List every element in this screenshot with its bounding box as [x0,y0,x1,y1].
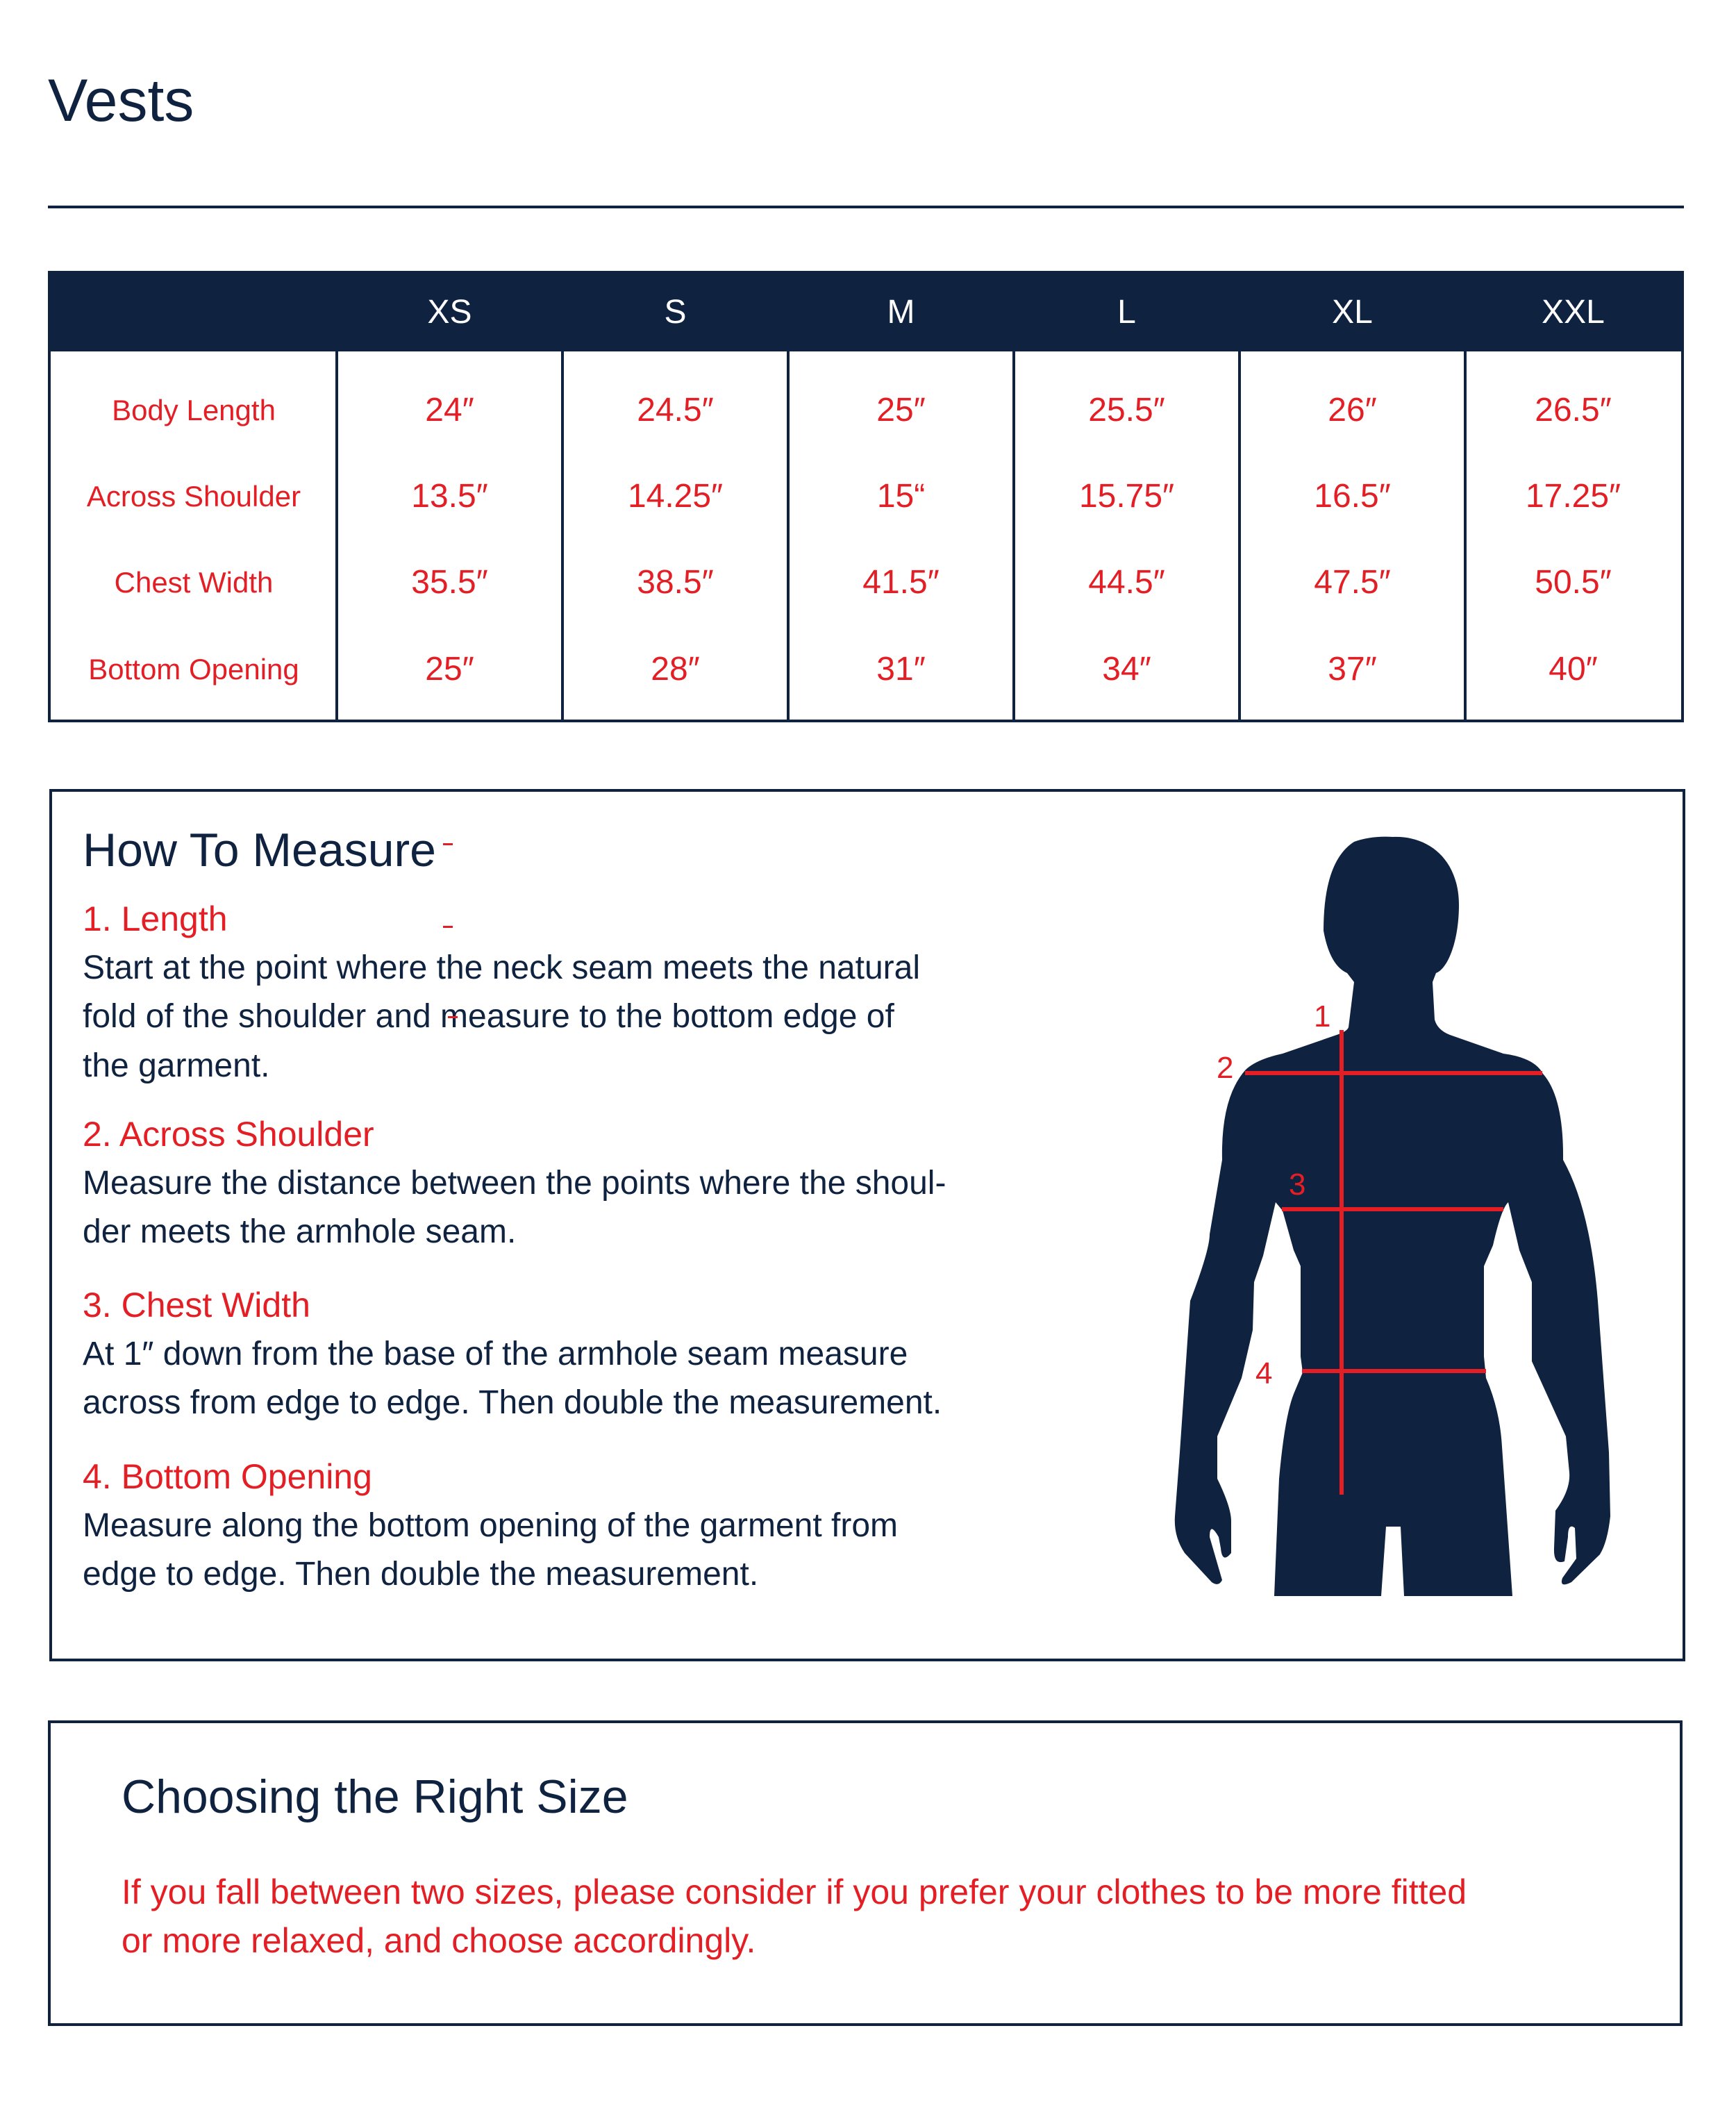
row-label: Chest Width [114,566,274,599]
measurement-cell: 24.5″ [637,392,714,429]
measure-section: 2. Across Shoulder Measure the distance b… [83,1110,946,1257]
size-table: XS S M L XL XXL Body Length 24″ 24.5″ 25″ 25.5″ 26… [48,271,1684,722]
size-header-xl: XL [1332,294,1373,331]
choosing-size-advice: If you fall between two sizes, please co… [122,1868,1467,1965]
measurement-cell: 16.5″ [1314,478,1391,515]
measure-instruction-line: across from edge to edge. Then double th… [83,1384,942,1421]
page-title: Vests [48,67,194,134]
stray-mark [443,843,453,845]
column-divider [1238,351,1241,720]
measurement-cell: 13.5″ [411,478,488,515]
stray-mark [443,926,453,928]
measure-instruction-line: der meets the armhole seam. [83,1213,517,1250]
stray-mark [448,1016,458,1018]
measurement-cell: 26.5″ [1535,392,1612,429]
measurement-cell: 15.75″ [1078,478,1175,515]
measure-section-title: 1. Length [83,899,228,938]
measure-instruction-line: Measure the distance between the points … [83,1164,946,1202]
measurement-cell: 24″ [425,392,474,429]
body-silhouette-icon [1174,836,1610,1596]
measurement-cell: 25″ [425,651,474,688]
measure-section: 1. Length Start at the point where the ne… [83,895,920,1090]
measure-instruction-line: fold of the shoulder and measure to the … [83,998,894,1035]
figure-label-2: 2 [1217,1051,1233,1085]
measure-instruction-line: At 1″ down from the base of the armhole … [83,1335,908,1372]
how-to-measure-heading: How To Measure [83,824,436,877]
measurement-cell: 28″ [651,651,700,688]
measure-section-title: 3. Chest Width [83,1286,310,1324]
measurement-cell: 47.5″ [1314,564,1391,601]
measurement-cell: 38.5″ [637,564,714,601]
row-label: Across Shoulder [86,480,301,513]
size-table-header: XS S M L XL XXL [51,274,1681,351]
column-divider [787,351,790,720]
column-divider [1012,351,1015,720]
measurement-cell: 34″ [1102,651,1151,688]
measurement-cell: 26″ [1328,392,1377,429]
measure-instruction-line: the garment. [83,1047,270,1084]
size-header-xs: XS [427,294,472,331]
measurement-cell: 41.5″ [862,564,940,601]
measurement-cell: 35.5″ [411,564,488,601]
column-divider [561,351,564,720]
measurement-cell: 25″ [876,392,926,429]
size-header-l: L [1117,294,1136,331]
measure-instruction-line: Measure along the bottom opening of the … [83,1506,899,1544]
measurement-cell: 44.5″ [1088,564,1165,601]
title-divider [48,206,1684,208]
measurement-cell: 50.5″ [1535,564,1612,601]
measurement-cell: 17.25″ [1525,478,1621,515]
figure-label-1: 1 [1314,999,1330,1033]
measurement-cell: 25.5″ [1088,392,1165,429]
size-header-s: S [664,294,687,331]
measure-instruction-line: Start at the point where the neck seam m… [83,949,920,986]
measurement-cell: 37″ [1328,651,1377,688]
row-label: Bottom Opening [88,653,299,686]
choosing-size-panel: Choosing the Right Size If you fall betw… [48,1720,1683,2026]
measure-section-title: 2. Across Shoulder [83,1115,374,1154]
figure-label-3: 3 [1289,1168,1305,1202]
choosing-size-heading: Choosing the Right Size [122,1770,628,1823]
measure-section-title: 4. Bottom Opening [83,1457,372,1496]
measurement-cell: 40″ [1549,651,1598,688]
advice-line: If you fall between two sizes, please co… [122,1872,1467,1911]
measurement-cell: 15“ [876,478,926,515]
advice-line: or more relaxed, and choose accordingly. [122,1921,756,1960]
measure-section: 3. Chest Width At 1″ down from the base o… [83,1281,942,1428]
column-divider [335,351,338,720]
measurement-cell: 31″ [876,651,926,688]
size-header-m: M [887,294,915,331]
measure-instruction-line: edge to edge. Then double the measuremen… [83,1556,759,1593]
row-label: Body Length [112,394,276,426]
column-divider [1464,351,1467,720]
figure-label-4: 4 [1255,1356,1272,1390]
how-to-measure-panel: How To Measure 1. Length Start at the poi… [49,789,1685,1661]
size-header-xxl: XXL [1542,294,1605,331]
measurement-cell: 14.25″ [627,478,724,515]
measure-section: 4. Bottom Opening Measure along the botto… [83,1452,898,1600]
